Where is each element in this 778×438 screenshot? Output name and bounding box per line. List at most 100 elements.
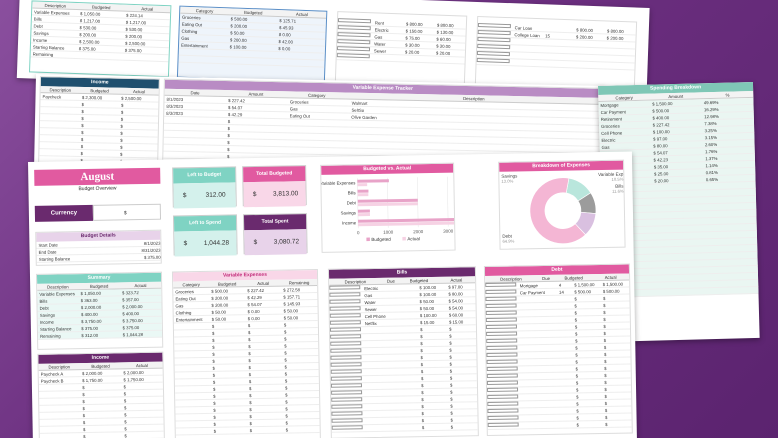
table-cell[interactable]: $: [576, 415, 579, 421]
table-cell[interactable]: $: [124, 419, 127, 425]
checkbox[interactable]: [331, 397, 363, 402]
table-cell[interactable]: $: [284, 357, 287, 363]
table-cell[interactable]: $: [123, 405, 127, 411]
table-cell[interactable]: [403, 55, 434, 62]
table-cell[interactable]: $: [603, 358, 607, 364]
table-cell[interactable]: $: [227, 140, 230, 146]
table-cell[interactable]: [175, 407, 211, 414]
table-cell[interactable]: $ 100.00: [419, 291, 437, 298]
table-cell[interactable]: Remaining: [32, 51, 54, 58]
table-cell[interactable]: $: [119, 151, 123, 157]
table-cell[interactable]: $: [82, 385, 85, 391]
table-cell[interactable]: $: [449, 382, 453, 388]
table-cell[interactable]: $ 100.00: [419, 284, 437, 291]
table-cell[interactable]: $: [449, 361, 453, 367]
checkbox[interactable]: [330, 341, 362, 346]
table-cell[interactable]: Mortgage: [519, 283, 538, 289]
table-cell[interactable]: [372, 54, 403, 61]
table-cell[interactable]: $ 30.00: [436, 43, 451, 50]
table-cell[interactable]: [559, 408, 574, 414]
table-cell[interactable]: [655, 288, 707, 295]
table-cell[interactable]: [604, 48, 635, 55]
table-cell[interactable]: $ 200.00: [211, 295, 229, 301]
table-cell[interactable]: [364, 368, 404, 375]
table-cell[interactable]: Groceries: [289, 99, 309, 105]
table-cell[interactable]: [573, 47, 604, 54]
table-cell[interactable]: $ 1,750.00: [82, 377, 103, 384]
table-cell[interactable]: $: [249, 421, 253, 427]
table-cell[interactable]: $: [449, 326, 452, 332]
table-cell[interactable]: $: [82, 406, 86, 412]
table-cell[interactable]: $: [248, 344, 251, 350]
checkbox[interactable]: [336, 53, 370, 59]
table-cell[interactable]: $: [576, 394, 579, 400]
table-cell[interactable]: [434, 56, 465, 63]
checkbox[interactable]: [486, 359, 518, 365]
table-cell[interactable]: $: [81, 129, 84, 136]
table-cell[interactable]: $: [213, 400, 216, 406]
table-cell[interactable]: $: [213, 421, 217, 427]
table-cell[interactable]: $: [82, 392, 85, 398]
detail-value[interactable]: $ 375.00: [143, 254, 161, 260]
table-cell[interactable]: $: [120, 137, 123, 143]
table-cell[interactable]: $: [420, 369, 424, 375]
table-cell[interactable]: $ 97.00: [448, 284, 463, 290]
table-cell[interactable]: [558, 338, 573, 344]
table-cell[interactable]: [574, 40, 605, 47]
table-cell[interactable]: Gas: [289, 106, 298, 112]
table-cell[interactable]: $ 80.00: [448, 291, 463, 297]
table-cell[interactable]: $ 2,000.00: [81, 370, 103, 377]
table-cell[interactable]: $: [285, 392, 288, 398]
table-cell[interactable]: [363, 326, 403, 333]
table-cell[interactable]: [40, 426, 81, 433]
table-cell[interactable]: [40, 419, 81, 426]
table-cell[interactable]: $: [574, 324, 578, 330]
table-cell[interactable]: $: [212, 365, 216, 371]
checkbox[interactable]: [331, 390, 363, 395]
checkbox[interactable]: [486, 366, 518, 372]
table-cell[interactable]: $: [283, 329, 287, 335]
table-cell[interactable]: [40, 433, 81, 438]
table-cell[interactable]: $: [81, 115, 84, 122]
table-cell[interactable]: $ 363.00: [80, 297, 98, 304]
table-cell[interactable]: Water: [374, 41, 386, 47]
table-cell[interactable]: [402, 291, 418, 297]
checkbox[interactable]: [331, 418, 363, 423]
table-cell[interactable]: $ 500.00: [211, 288, 229, 294]
table-cell[interactable]: $ 50.00: [419, 298, 435, 305]
checkbox[interactable]: [487, 415, 519, 421]
table-cell[interactable]: $: [421, 418, 425, 424]
table-cell[interactable]: $: [123, 398, 127, 404]
table-cell[interactable]: $ 400.00: [80, 311, 98, 318]
table-cell[interactable]: $: [285, 427, 289, 433]
table-cell[interactable]: $: [574, 331, 578, 337]
table-cell[interactable]: $: [575, 380, 579, 386]
table-cell[interactable]: [174, 330, 210, 337]
table-cell[interactable]: $: [604, 386, 607, 392]
table-cell[interactable]: [520, 408, 559, 415]
table-cell[interactable]: $ 0.00: [247, 315, 260, 322]
table-cell[interactable]: $: [603, 351, 607, 357]
table-cell[interactable]: $: [213, 428, 217, 434]
table-cell[interactable]: $ 3,750.00: [122, 318, 143, 324]
table-cell[interactable]: [122, 54, 168, 62]
table-cell[interactable]: $ 800.00: [436, 22, 454, 29]
table-cell[interactable]: $ 157.71: [283, 294, 301, 300]
table-cell[interactable]: $: [212, 379, 216, 385]
table-cell[interactable]: [520, 401, 559, 408]
table-cell[interactable]: [403, 340, 419, 346]
table-cell[interactable]: $: [212, 358, 215, 364]
table-cell[interactable]: $: [449, 375, 453, 381]
checkbox[interactable]: [485, 317, 517, 323]
table-cell[interactable]: Remaining: [40, 333, 61, 339]
table-cell[interactable]: [558, 345, 573, 351]
table-cell[interactable]: [40, 135, 79, 142]
table-cell[interactable]: $: [212, 351, 215, 357]
table-cell[interactable]: Eating Out: [289, 113, 310, 119]
table-cell[interactable]: [287, 126, 349, 133]
table-cell[interactable]: [520, 394, 559, 401]
table-cell[interactable]: $: [421, 397, 424, 403]
table-cell[interactable]: Sewer: [373, 48, 387, 54]
checkbox[interactable]: [486, 352, 518, 358]
table-cell[interactable]: $: [450, 396, 453, 402]
